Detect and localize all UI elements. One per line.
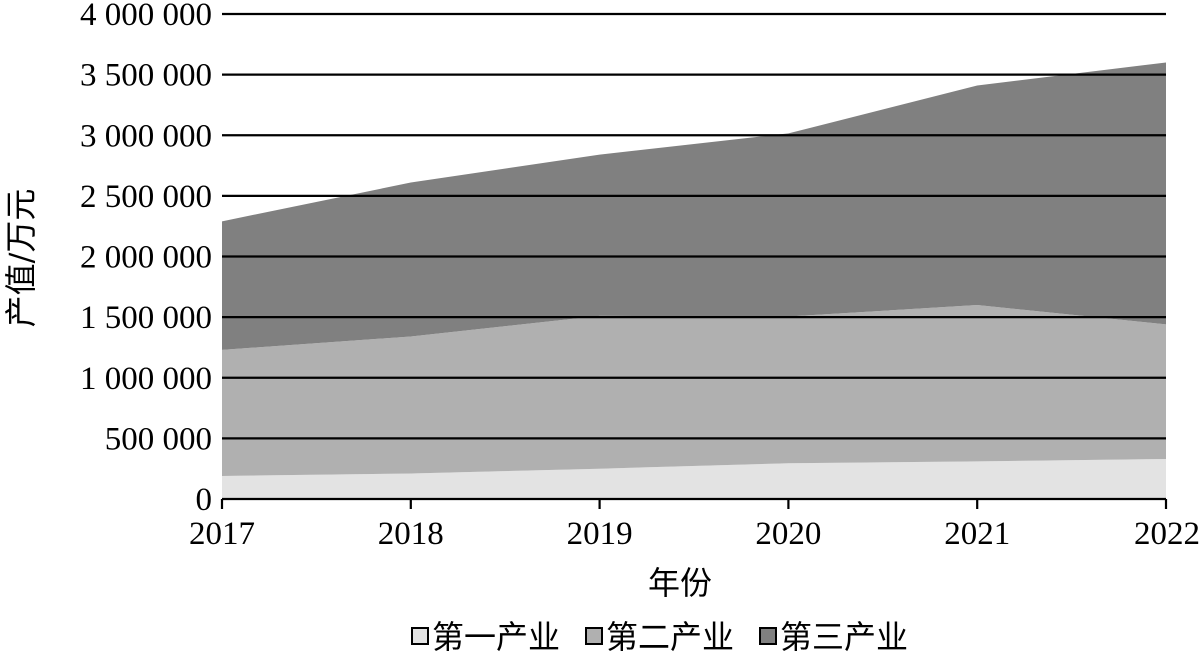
y-axis-title: 产值/万元 [2,189,40,328]
area-series-group [222,62,1166,499]
legend-label: 第二产业 [606,618,734,656]
y-tick-label: 2 500 000 [80,179,212,215]
x-tick-label: 2017 [189,516,255,552]
x-tick-label: 2020 [755,516,821,552]
y-tick-label: 4 000 000 [80,0,212,33]
legend: 第一产业 第二产业 第三产业 [411,618,908,656]
area-series-2 [222,305,1166,476]
x-tick-label: 2018 [378,516,444,552]
y-tick-label: 1 500 000 [80,300,212,336]
legend-item: 第二产业 [585,618,734,656]
y-tick-label: 500 000 [105,421,212,457]
legend-label: 第三产业 [780,618,908,656]
legend-item: 第一产业 [411,618,560,656]
legend-label: 第一产业 [432,618,560,656]
legend-item: 第三产业 [759,618,908,656]
y-tick-label: 1 000 000 [80,361,212,397]
y-tick-label: 0 [196,482,213,518]
x-axis-ticks: 2017 2018 2019 2020 2021 2022 [189,499,1200,552]
gridlines [222,12,1166,440]
legend-swatch [585,627,603,645]
x-tick-label: 2022 [1134,516,1200,552]
x-axis-title: 年份 [648,564,712,602]
area-series-1 [222,458,1166,499]
x-tick-label: 2021 [944,516,1010,552]
y-tick-label: 3 000 000 [80,118,212,154]
legend-swatch [411,627,429,645]
y-tick-label: 3 500 000 [80,58,212,94]
area-series-3 [222,62,1166,350]
x-tick-label: 2019 [567,516,633,552]
legend-swatch [759,627,777,645]
y-tick-label: 2 000 000 [80,240,212,276]
y-axis-ticks: 0 500 000 1 000 000 1 500 000 2 000 000 2 500… [80,0,212,518]
